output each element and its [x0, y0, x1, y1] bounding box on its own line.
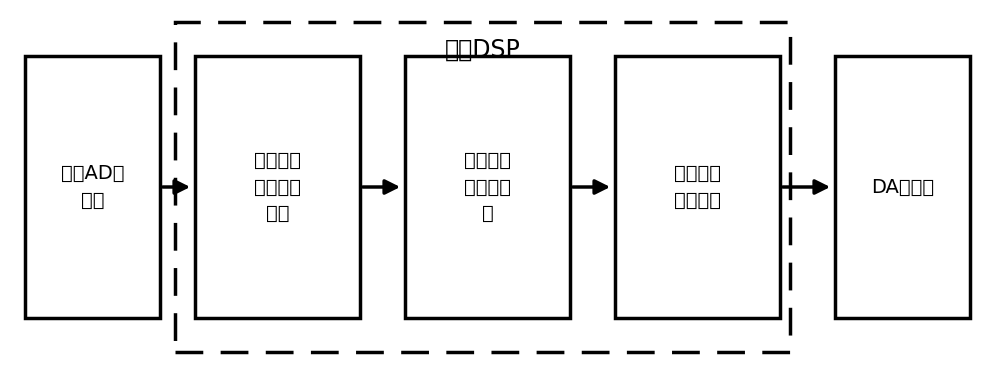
Bar	[835, 56, 970, 318]
Text: 预失真波
形拟合算
法: 预失真波 形拟合算 法	[464, 151, 511, 223]
Text: DA转换器: DA转换器	[871, 178, 934, 196]
Text: 多路AD转
换器: 多路AD转 换器	[61, 164, 124, 210]
Bar	[195, 56, 360, 318]
Bar	[25, 56, 160, 318]
Text: 双核DSP: 双核DSP	[445, 37, 520, 61]
Bar	[175, 22, 790, 352]
Bar	[615, 56, 780, 318]
Text: 拟合数字
波形信号: 拟合数字 波形信号	[674, 164, 721, 210]
Text: 采样数据
处理分析
单元: 采样数据 处理分析 单元	[254, 151, 301, 223]
Bar	[405, 56, 570, 318]
